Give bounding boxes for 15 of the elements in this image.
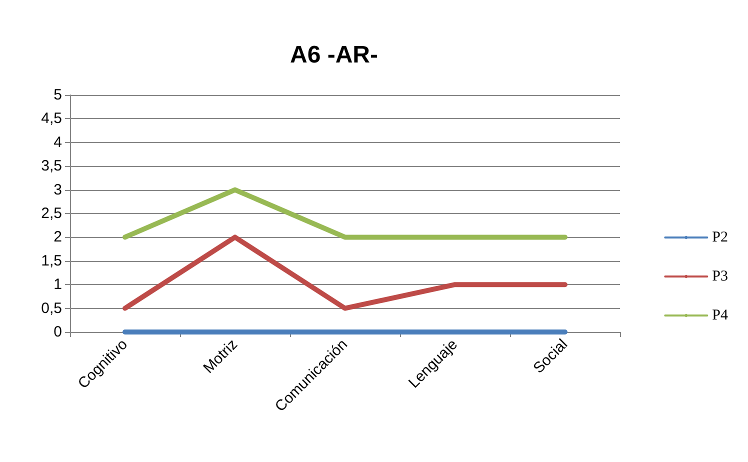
y-tick-label: 3,5 <box>41 158 62 175</box>
legend-label: P3 <box>712 268 728 284</box>
y-tick-label: 3 <box>54 181 62 198</box>
legend-label: P2 <box>712 230 728 246</box>
y-tick-label: 4 <box>54 134 62 151</box>
y-tick-label: 0 <box>54 324 62 340</box>
y-tick-label: 5 <box>54 86 62 104</box>
y-tick-label: 2,5 <box>41 205 62 222</box>
y-tick-label: 1 <box>54 276 62 294</box>
legend-label: P4 <box>712 308 728 324</box>
y-tick-label: 0,5 <box>41 300 62 317</box>
y-tick-label: 4,5 <box>41 110 62 128</box>
y-tick-label: 2 <box>54 228 62 246</box>
chart-title: A6 -AR- <box>290 42 378 68</box>
y-tick-label: 1,5 <box>41 252 62 270</box>
